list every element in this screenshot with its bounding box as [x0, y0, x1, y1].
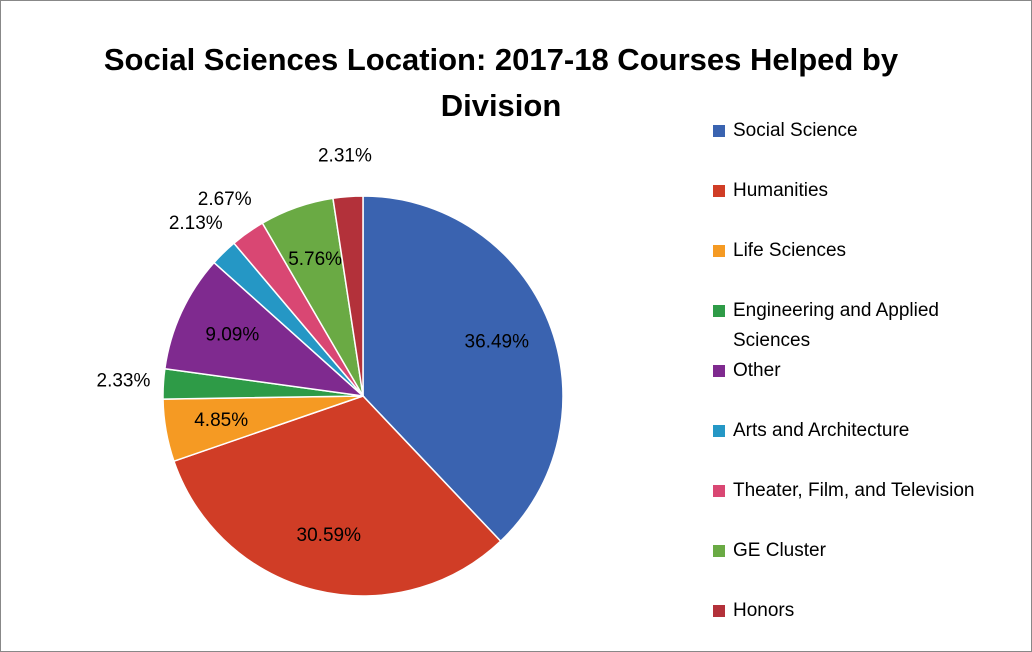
pie-slice [172, 395, 502, 597]
legend-label: Arts and Architecture [733, 420, 910, 441]
data-label: 2.33% [97, 370, 151, 391]
legend-label: Life Sciences [733, 240, 847, 261]
legend-swatch [713, 125, 725, 137]
legend-swatch [713, 425, 725, 437]
data-label: 9.09% [205, 325, 259, 346]
pie-slice [332, 195, 364, 397]
legend-item: Engineering and Applied Sciences [713, 296, 1008, 356]
data-label: 2.31% [318, 146, 372, 167]
data-label: 36.49% [465, 332, 530, 353]
data-label: 2.67% [198, 189, 252, 210]
data-label: 4.85% [194, 410, 248, 431]
legend-label: Other [733, 360, 781, 381]
legend-swatch [713, 545, 725, 557]
legend-item: Humanities [713, 176, 828, 206]
data-label: 5.76% [288, 249, 342, 270]
legend-item: Life Sciences [713, 236, 846, 266]
pie-slice [164, 261, 366, 398]
legend-item: Arts and Architecture [713, 416, 909, 446]
legend-swatch [713, 485, 725, 497]
legend-item: Social Science [713, 116, 858, 146]
legend-label: Humanities [733, 180, 829, 201]
legend-item: Honors [713, 596, 794, 626]
legend-swatch [713, 245, 725, 257]
legend-swatch [713, 305, 725, 317]
data-label: 2.13% [169, 213, 223, 234]
chart-title: Social Sciences Location: 2017-18 Course… [103, 42, 899, 123]
legend-label: Social Science [733, 120, 858, 141]
legend-swatch [713, 185, 725, 197]
legend-item: Other [713, 356, 781, 386]
legend-swatch [713, 605, 725, 617]
data-label: 30.59% [297, 525, 362, 546]
legend-label: Honors [733, 600, 795, 621]
legend-item: Theater, Film, and Television [713, 476, 975, 506]
legend-label: Engineering and Applied Sciences [733, 300, 940, 351]
legend-swatch [713, 365, 725, 377]
legend-item: GE Cluster [713, 536, 826, 566]
legend-label: Theater, Film, and Television [733, 480, 975, 501]
legend-label: GE Cluster [733, 540, 826, 561]
pie-slice [362, 195, 564, 543]
